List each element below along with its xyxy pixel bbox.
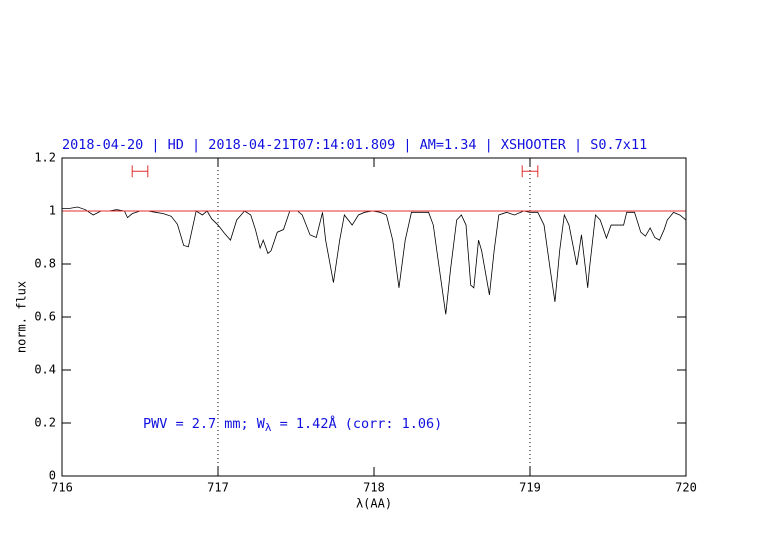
plot-frame xyxy=(61,157,687,477)
y-axis-label: norm. flux xyxy=(15,281,29,353)
x-tick-label: 718 xyxy=(363,481,385,495)
annotation-part: = 1.42Å (corr: 1.06) xyxy=(272,415,443,432)
x-tick-label: 717 xyxy=(207,481,229,495)
chart-title: 2018-04-20 | HD | 2018-04-21T07:14:01.80… xyxy=(62,137,647,153)
annotation-part: PWV = 2.7 mm; W xyxy=(143,416,266,432)
y-tick-label: 0.4 xyxy=(34,363,56,377)
y-tick-label: 0.8 xyxy=(34,257,56,271)
x-tick-label: 716 xyxy=(51,481,73,495)
x-tick-label: 720 xyxy=(675,481,697,495)
annotation: PWV = 2.7 mm; Wλ = 1.42Å (corr: 1.06) xyxy=(143,415,442,434)
y-tick-label: 0.6 xyxy=(34,310,56,324)
spectrum-line xyxy=(62,206,687,315)
annotation-subscript: λ xyxy=(265,421,272,434)
y-tick-label: 1 xyxy=(49,204,56,218)
y-tick-label: 0.2 xyxy=(34,416,56,430)
x-tick-label: 719 xyxy=(519,481,541,495)
y-tick-label: 0 xyxy=(49,469,56,483)
y-tick-label: 1.2 xyxy=(34,151,56,165)
x-axis-label: λ(AA) xyxy=(356,497,392,511)
